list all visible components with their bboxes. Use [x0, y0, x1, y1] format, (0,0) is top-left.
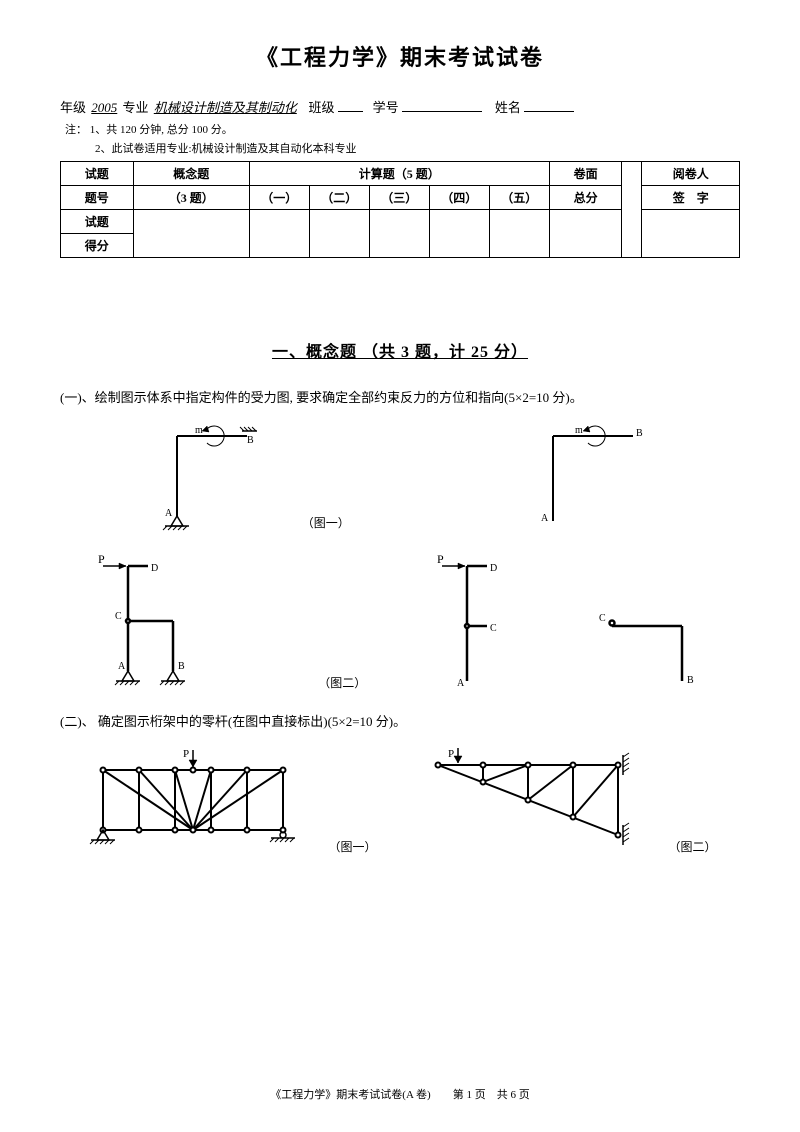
- diagram-row-2: P D C A B （图二） P D C A C B: [60, 551, 740, 691]
- cell: 阅卷人: [642, 162, 740, 186]
- fig2-left-diagram: P D C A B: [93, 551, 243, 691]
- class-blank: [338, 98, 363, 112]
- cell: [489, 210, 549, 258]
- cell: 题号: [61, 186, 134, 210]
- cell: 卷面: [549, 162, 622, 186]
- cell: （五）: [489, 186, 549, 210]
- major-label: 专业: [123, 100, 149, 115]
- class-label: 班级: [309, 100, 335, 115]
- cell: [133, 210, 249, 258]
- svg-text:A: A: [541, 513, 549, 524]
- cell: [642, 210, 740, 258]
- question-1: (一)、绘制图示体系中指定构件的受力图, 要求确定全部约束反力的方位和指向(5×…: [60, 387, 740, 406]
- svg-text:m: m: [195, 425, 203, 436]
- svg-text:C: C: [599, 613, 606, 624]
- cell-gap: [622, 162, 642, 258]
- svg-text:D: D: [490, 563, 497, 574]
- student-info-line: 年级 2005 专业 机械设计制造及其制动化 班级 学号 姓名: [60, 97, 740, 116]
- cell: 试题: [61, 210, 134, 234]
- fig2-right-diagram: C B: [587, 551, 707, 691]
- diagram-row-1: A B m （图一） A B m: [60, 421, 740, 531]
- svg-text:P: P: [183, 748, 189, 760]
- name-blank: [524, 98, 574, 112]
- id-blank: [402, 98, 482, 112]
- note-line2: 2、此试卷适用专业:机械设计制造及其自动化本科专业: [95, 140, 740, 156]
- svg-text:P: P: [448, 748, 454, 760]
- grade-value: 2005: [89, 100, 119, 115]
- diagram-row-3: P （图一）: [60, 745, 740, 855]
- svg-text:A: A: [165, 508, 173, 519]
- svg-text:C: C: [490, 623, 497, 634]
- note-line1: 注： 1、共 120 分钟, 总分 100 分。: [65, 121, 740, 137]
- truss1-diagram: P: [83, 745, 303, 855]
- page-footer: 《工程力学》期末考试试卷(A 卷) 第 1 页 共 6 页: [60, 1086, 740, 1102]
- svg-text:B: B: [636, 428, 643, 439]
- question-2: (二)、 确定图示桁架中的零杆(在图中直接标出)(5×2=10 分)。: [60, 711, 740, 730]
- cell: 概念题: [133, 162, 249, 186]
- svg-text:A: A: [118, 661, 126, 672]
- cell: （3 题）: [133, 186, 249, 210]
- cell: [429, 210, 489, 258]
- svg-text:B: B: [247, 435, 254, 446]
- fig2-label: （图二）: [318, 674, 366, 691]
- cell: （四）: [429, 186, 489, 210]
- svg-text:B: B: [687, 675, 694, 686]
- svg-text:C: C: [115, 611, 122, 622]
- svg-text:P: P: [437, 552, 444, 566]
- table-row: 试题 概念题 计算题（5 题） 卷面 阅卷人: [61, 162, 740, 186]
- fig2-mid-diagram: P D C A: [432, 551, 522, 691]
- truss1-label: （图一）: [328, 838, 376, 855]
- truss2-label: （图二）: [668, 838, 716, 855]
- cell: [369, 210, 429, 258]
- cell: 得分: [61, 234, 134, 258]
- section-heading: 一、概念题 （共 3 题，计 25 分）: [60, 338, 740, 362]
- truss2-diagram: P: [423, 745, 643, 855]
- cell: （三）: [369, 186, 429, 210]
- svg-text:B: B: [178, 661, 185, 672]
- fig1-right-diagram: A B m: [523, 421, 653, 531]
- cell: 总分: [549, 186, 622, 210]
- cell: [309, 210, 369, 258]
- svg-text:P: P: [98, 552, 105, 566]
- cell: （二）: [309, 186, 369, 210]
- svg-text:A: A: [457, 678, 465, 689]
- fig1-left-diagram: A B m: [147, 421, 277, 531]
- id-label: 学号: [373, 100, 399, 115]
- cell: [549, 210, 622, 258]
- fig1-label: （图一）: [302, 514, 350, 531]
- svg-text:m: m: [575, 425, 583, 436]
- cell: [249, 210, 309, 258]
- cell: 试题: [61, 162, 134, 186]
- cell: 签 字: [642, 186, 740, 210]
- score-table: 试题 概念题 计算题（5 题） 卷面 阅卷人 题号 （3 题） （一） （二） …: [60, 161, 740, 258]
- name-label: 姓名: [495, 100, 521, 115]
- grade-label: 年级: [60, 100, 86, 115]
- exam-title: 《工程力学》期末考试试卷: [60, 40, 740, 72]
- major-value: 机械设计制造及其制动化: [152, 100, 299, 115]
- cell: 计算题（5 题）: [249, 162, 549, 186]
- svg-text:D: D: [151, 563, 158, 574]
- cell: （一）: [249, 186, 309, 210]
